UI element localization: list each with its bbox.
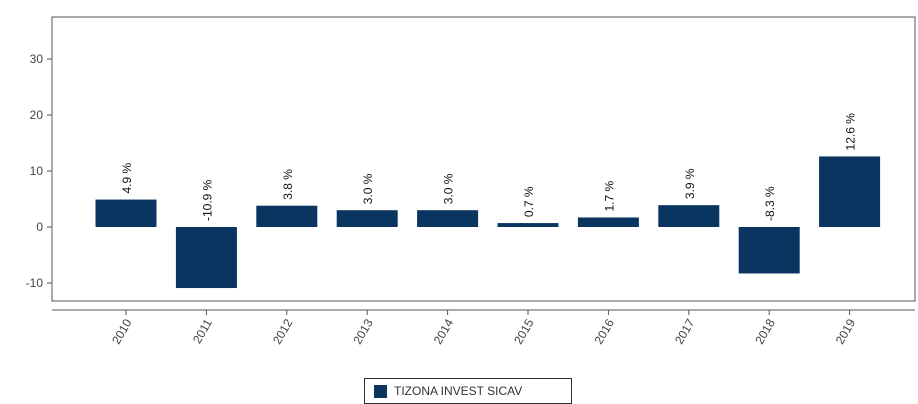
bar bbox=[175, 227, 237, 289]
bar bbox=[819, 156, 881, 227]
y-tick-label: 30 bbox=[30, 52, 44, 66]
data-labels: 4.9 % -10.9 % 3.8 % 3.0 % 3.0 % 0.7 % 1.7 % 3.9… bbox=[120, 113, 858, 221]
bar bbox=[497, 223, 559, 227]
x-tick-label: 2012 bbox=[270, 316, 296, 346]
bar-value-label: 4.9 % bbox=[120, 163, 134, 194]
bar-value-label: -10.9 % bbox=[200, 179, 214, 221]
x-tick-label: 2010 bbox=[109, 316, 135, 346]
y-tick-label: 10 bbox=[30, 164, 44, 178]
legend: TIZONA INVEST SICAV bbox=[364, 378, 572, 404]
bar bbox=[417, 210, 479, 227]
legend-label: TIZONA INVEST SICAV bbox=[394, 384, 523, 398]
x-tick-label: 2013 bbox=[350, 316, 376, 346]
y-tick-label: -10 bbox=[26, 276, 44, 290]
bar-value-label: 3.0 % bbox=[442, 173, 456, 204]
plot-area-frame bbox=[51, 16, 916, 302]
y-axis: 30 20 10 0 -10 bbox=[26, 52, 52, 290]
bar-value-label: 3.9 % bbox=[683, 168, 697, 199]
bar bbox=[336, 210, 398, 227]
bar bbox=[658, 205, 720, 227]
x-tick-label: 2015 bbox=[511, 316, 537, 346]
bar bbox=[738, 227, 800, 274]
bar-value-label: -8.3 % bbox=[763, 186, 777, 221]
bar-value-label: 3.8 % bbox=[281, 169, 295, 200]
x-tick-label: 2014 bbox=[431, 316, 457, 346]
bar-value-label: 1.7 % bbox=[602, 180, 616, 211]
x-tick-label: 2019 bbox=[833, 316, 859, 346]
x-tick-label: 2016 bbox=[592, 316, 618, 346]
x-axis: 2010 2011 2012 2013 2014 2015 2016 2017 2018 2019 bbox=[52, 309, 915, 347]
bar-value-label: 12.6 % bbox=[844, 113, 858, 151]
bar-value-label: 0.7 % bbox=[522, 186, 536, 217]
y-tick-label: 20 bbox=[30, 108, 44, 122]
x-tick-label: 2011 bbox=[190, 316, 215, 346]
bar bbox=[256, 205, 318, 227]
bar-series bbox=[95, 156, 881, 289]
y-tick-label: 0 bbox=[36, 220, 43, 234]
bar-value-label: 3.0 % bbox=[361, 173, 375, 204]
x-tick-label: 2018 bbox=[752, 316, 778, 346]
x-tick-label: 2017 bbox=[672, 316, 698, 346]
bar bbox=[95, 199, 157, 227]
legend-swatch bbox=[374, 384, 387, 398]
bar bbox=[577, 217, 639, 227]
